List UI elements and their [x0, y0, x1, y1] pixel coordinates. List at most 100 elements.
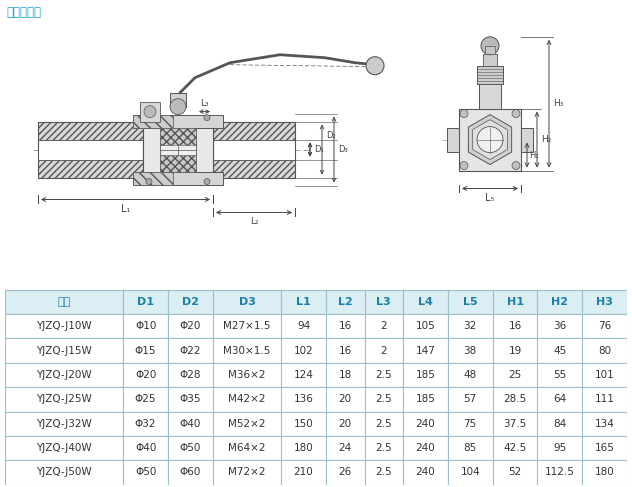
Text: 147: 147 [415, 346, 435, 356]
Polygon shape [468, 114, 512, 165]
Bar [168, 338, 213, 363]
Text: 2.5: 2.5 [375, 468, 392, 477]
Bar [38, 160, 143, 178]
Bar [537, 460, 582, 485]
Text: 210: 210 [294, 468, 313, 477]
Bar [448, 363, 492, 387]
Text: 型号: 型号 [58, 297, 71, 307]
Text: 134: 134 [595, 419, 614, 429]
Text: 64: 64 [553, 394, 566, 404]
Text: 37.5: 37.5 [503, 419, 526, 429]
Bar [537, 314, 582, 338]
Text: L₅: L₅ [485, 193, 495, 204]
Text: 2: 2 [380, 346, 387, 356]
Bar [492, 314, 537, 338]
Bar [521, 128, 533, 151]
Text: 112.5: 112.5 [545, 468, 574, 477]
Bar [477, 66, 503, 84]
Bar [213, 140, 295, 160]
Text: L₂: L₂ [250, 218, 258, 226]
Text: 25: 25 [508, 370, 521, 380]
Bar [582, 314, 627, 338]
Bar [168, 290, 213, 314]
Text: Φ32: Φ32 [135, 419, 156, 429]
Text: 28.5: 28.5 [503, 394, 526, 404]
Bar [448, 314, 492, 338]
Text: 26: 26 [339, 468, 352, 477]
Text: D₂: D₂ [326, 131, 336, 140]
Text: 94: 94 [297, 321, 310, 331]
Bar [281, 387, 326, 412]
Text: 20: 20 [339, 394, 352, 404]
Circle shape [460, 110, 468, 118]
Text: YJZQ-J15W: YJZQ-J15W [36, 346, 92, 356]
Bar [123, 436, 168, 460]
Bar [492, 460, 537, 485]
Text: 104: 104 [460, 468, 480, 477]
Bar [537, 436, 582, 460]
Text: L₁: L₁ [121, 205, 130, 214]
Bar [492, 363, 537, 387]
Bar [168, 363, 213, 387]
Text: 95: 95 [553, 443, 566, 453]
Bar [38, 122, 143, 140]
Circle shape [204, 179, 210, 185]
Circle shape [460, 162, 468, 169]
Text: H₁: H₁ [529, 150, 538, 160]
Circle shape [366, 56, 384, 75]
Bar [448, 387, 492, 412]
Text: M30×1.5: M30×1.5 [223, 346, 270, 356]
Bar [365, 290, 403, 314]
Bar [326, 412, 365, 436]
Text: D₃: D₃ [338, 145, 348, 154]
Bar [160, 128, 196, 171]
Bar [403, 460, 448, 485]
Bar [326, 363, 365, 387]
Bar [582, 290, 627, 314]
Text: 240: 240 [416, 468, 435, 477]
Circle shape [481, 37, 499, 55]
Bar [170, 93, 186, 107]
Bar [213, 122, 295, 140]
Bar [38, 122, 143, 178]
Text: M52×2: M52×2 [228, 419, 265, 429]
Text: L3: L3 [377, 297, 391, 307]
Bar [213, 160, 295, 178]
Bar [537, 338, 582, 363]
Bar [365, 436, 403, 460]
Circle shape [512, 162, 520, 169]
Bar [448, 290, 492, 314]
Circle shape [512, 110, 520, 118]
Bar [582, 338, 627, 363]
Text: 2.5: 2.5 [375, 419, 392, 429]
Bar [213, 412, 281, 436]
Bar [38, 140, 143, 160]
Bar [213, 290, 281, 314]
Text: M64×2: M64×2 [228, 443, 265, 453]
Bar [123, 460, 168, 485]
Bar [582, 436, 627, 460]
Bar [168, 436, 213, 460]
Bar [143, 120, 213, 180]
Circle shape [146, 179, 152, 185]
Text: M42×2: M42×2 [228, 394, 265, 404]
Bar [213, 460, 281, 485]
Text: Φ25: Φ25 [135, 394, 156, 404]
Text: 16: 16 [339, 346, 352, 356]
Text: 18: 18 [339, 370, 352, 380]
Bar [403, 387, 448, 412]
Bar [123, 363, 168, 387]
Text: 2.5: 2.5 [375, 443, 392, 453]
Text: H2: H2 [551, 297, 568, 307]
Text: Φ50: Φ50 [135, 468, 156, 477]
Text: 76: 76 [598, 321, 611, 331]
Text: Φ20: Φ20 [179, 321, 201, 331]
Text: D1: D1 [137, 297, 154, 307]
Bar [326, 387, 365, 412]
Text: L₃: L₃ [200, 99, 209, 108]
Text: 185: 185 [415, 394, 435, 404]
Text: L5: L5 [463, 297, 478, 307]
Circle shape [170, 99, 186, 114]
Text: L2: L2 [338, 297, 353, 307]
Text: M27×1.5: M27×1.5 [223, 321, 270, 331]
